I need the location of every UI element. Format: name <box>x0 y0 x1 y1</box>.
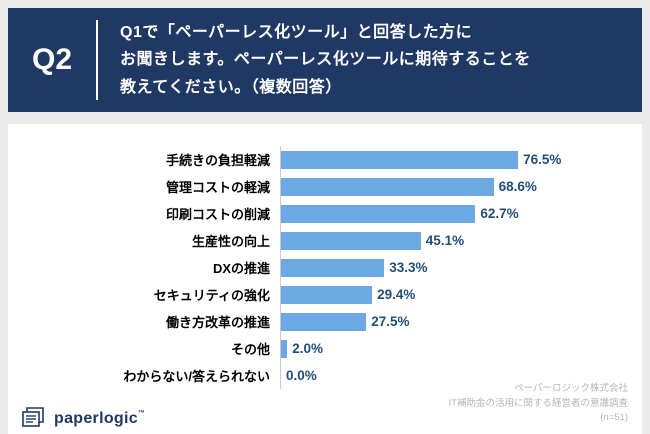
bar-value-label: 2.0% <box>292 341 323 356</box>
bar-track: 68.6% <box>280 173 632 200</box>
bar-track: 33.3% <box>280 254 632 281</box>
bar-value-label: 62.7% <box>480 206 519 221</box>
bar <box>281 258 385 277</box>
bar <box>281 231 421 250</box>
bar-row: 印刷コストの削減 62.7% <box>18 200 632 227</box>
bar-category-label: セキュリティの強化 <box>153 288 270 303</box>
bar-track: 27.5% <box>280 308 632 335</box>
source-n: (n=51) <box>600 412 628 424</box>
paperlogic-logo-text: paperlogic™ <box>54 410 146 427</box>
bar-category-label: DXの推進 <box>212 261 270 276</box>
bar-row: 働き方改革の推進 27.5% <box>18 308 632 335</box>
bar-value-label: 27.5% <box>371 314 410 329</box>
bar-value-label: 45.1% <box>425 233 465 248</box>
bar-value-label: 33.3% <box>389 260 428 275</box>
header-divider <box>96 20 98 100</box>
question-line-3: 教えてください。（複数回答） <box>120 78 342 96</box>
bar-category-label: 生産性の向上 <box>191 234 270 249</box>
bar-row: 手続きの負担軽減 76.5% <box>18 146 632 173</box>
bar-track: 62.7% <box>280 200 632 227</box>
bar-rows: 手続きの負担軽減 76.5% 管理コストの軽減 68.6% 印刷コストの削減 62.7% 生… <box>18 146 632 389</box>
bar-value-label: 0.0% <box>286 368 317 383</box>
bar-chart: 手続きの負担軽減 76.5% 管理コストの軽減 68.6% 印刷コストの削減 62.7% 生… <box>8 124 642 434</box>
bar-category-label: 印刷コストの削減 <box>165 207 270 222</box>
question-line-2: お聞きします。ペーパーレス化ツールに期待することを <box>120 51 531 69</box>
question-header: Q2 Q1で「ペーパーレス化ツール」と回答した方に お聞きします。ペーパーレス化… <box>8 8 642 112</box>
bar-row: 生産性の向上 45.1% <box>18 227 632 254</box>
bar-value-label: 76.5% <box>523 152 562 167</box>
bar-row: DXの推進 33.3% <box>18 254 632 281</box>
bar-row: わからない/答えられない 0.0% <box>18 362 632 389</box>
bar-category-label: 管理コストの軽減 <box>165 180 270 195</box>
bar-track: 2.0% <box>280 335 632 362</box>
source-company: ペーパーロジック株式会社 <box>514 382 628 394</box>
bar-track: 29.4% <box>280 281 632 308</box>
bar-category-label: 手続きの負担軽減 <box>165 153 270 168</box>
source-survey: IT補助金の活用に関する経営者の意識調査 <box>448 397 628 409</box>
bar <box>281 285 373 304</box>
bar <box>281 312 367 331</box>
bar-category-label: 働き方改革の推進 <box>165 315 270 330</box>
bar <box>281 204 476 223</box>
bar <box>281 150 519 169</box>
trademark-symbol: ™ <box>137 410 146 417</box>
bar-row: 管理コストの軽減 68.6% <box>18 173 632 200</box>
bar-value-label: 29.4% <box>377 287 416 302</box>
paperlogic-logo: paperlogic™ <box>22 406 145 428</box>
question-line-1: Q1で「ペーパーレス化ツール」と回答した方に <box>120 24 473 42</box>
question-text: Q1で「ペーパーレス化ツール」と回答した方に お聞きします。ペーパーレス化ツール… <box>98 8 642 112</box>
bar-category-label: わからない/答えられない <box>123 369 270 384</box>
bar-row: その他 2.0% <box>18 335 632 362</box>
source-note: ペーパーロジック株式会社 IT補助金の活用に関する経営者の意識調査 (n=51) <box>449 382 628 426</box>
bar-track: 76.5% <box>280 146 632 173</box>
bar-track: 45.1% <box>280 227 632 254</box>
paperlogic-logo-icon <box>22 407 44 427</box>
bar <box>281 177 494 196</box>
bar-category-label: その他 <box>230 342 270 357</box>
bar-value-label: 68.6% <box>498 179 537 194</box>
bar-row: セキュリティの強化 29.4% <box>18 281 632 308</box>
question-number-badge: Q2 <box>31 43 73 76</box>
bar <box>281 339 288 358</box>
bar-track: 0.0% <box>280 362 632 389</box>
